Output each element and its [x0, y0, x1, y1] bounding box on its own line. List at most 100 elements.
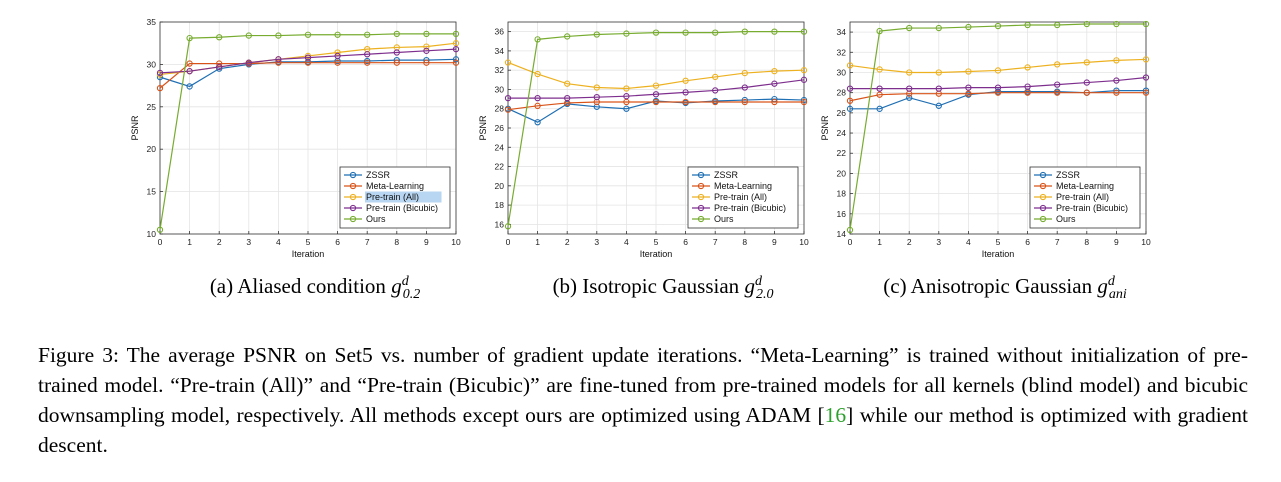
data-point: [245, 59, 252, 66]
data-point: [393, 30, 400, 38]
series-line-meta-learning: [507, 101, 804, 111]
series-pre-train-bicubic: [846, 74, 1150, 92]
legend-item-pre-train-all: Pre-train (All): [344, 191, 442, 203]
data-point: [186, 83, 193, 90]
chart-panel-a: 0 1 2 3 4 5 6 7 8 9 10 10 15 20 25 30 35 Iteration PSNR ZSS…: [120, 12, 510, 312]
data-point: [564, 80, 571, 87]
y-axis: 16 18 20 22 24 26 28 30 32 34 36: [495, 27, 511, 229]
data-point: [935, 102, 942, 109]
y-tick-label: 30: [495, 84, 505, 94]
legend-swatch-marker: [349, 193, 357, 201]
chart-a: 0 1 2 3 4 5 6 7 8 9 10 10 15 20 25 30 35 Iteration PSNR ZSS…: [130, 17, 461, 259]
legend-label: ZSSR: [1056, 170, 1081, 180]
x-tick-label: 9: [424, 237, 429, 247]
x-tick-label: 7: [713, 237, 718, 247]
data-point: [156, 84, 164, 92]
data-point: [186, 34, 193, 42]
data-point: [452, 59, 460, 66]
data-point: [741, 96, 748, 104]
data-point: [1142, 89, 1150, 96]
data-point: [741, 84, 748, 91]
data-point: [534, 94, 541, 102]
data-point: [623, 85, 630, 92]
data-point: [1024, 83, 1031, 90]
data-point: [994, 22, 1002, 30]
data-point: [1054, 89, 1061, 96]
data-point: [452, 40, 460, 47]
subcaption-b-sup: d: [754, 274, 762, 289]
x-tick-label: 10: [451, 237, 461, 247]
legend-item-ours: Ours: [344, 214, 386, 224]
data-point: [304, 31, 312, 38]
data-point: [216, 34, 223, 41]
legend-label: Meta-Learning: [714, 181, 772, 191]
x-tick-label: 6: [335, 237, 340, 247]
data-point: [1054, 61, 1061, 68]
legend-label: Meta-Learning: [366, 181, 424, 191]
x-axis: 0 1 2 3 4 5 6 7 8 9 10: [158, 231, 461, 247]
data-point: [623, 105, 630, 112]
data-point: [216, 63, 223, 71]
data-point: [965, 23, 972, 31]
legend-text-highlight: [365, 191, 442, 203]
y-axis-label: PSNR: [820, 115, 830, 141]
data-point: [1142, 74, 1150, 81]
legend-item-ours: Ours: [692, 214, 734, 224]
y-tick-label: 24: [837, 128, 847, 138]
legend-label: Pre-train (Bicubic): [366, 203, 438, 213]
legend-swatch-marker: [349, 171, 357, 179]
data-point: [1054, 21, 1061, 29]
x-tick-label: 1: [535, 237, 540, 247]
legend-label: Ours: [714, 214, 734, 224]
y-tick-label: 18: [837, 189, 847, 199]
subcaption-c: (c) Anisotropic Gaussian gdani: [810, 274, 1200, 303]
chart-c: 0 1 2 3 4 5 6 7 8 9 101416182022242628303234Iterat…: [820, 20, 1151, 259]
legend-label: Ours: [1056, 214, 1076, 224]
series-line-pre-train-bicubic: [159, 48, 457, 74]
data-point: [1083, 89, 1090, 96]
y-tick-label: 16: [495, 219, 505, 229]
legend-item-pre-train-all: Pre-train (All): [1034, 192, 1109, 202]
x-tick-label: 4: [276, 237, 281, 247]
subcaption-c-prefix: (c) Anisotropic Gaussian: [883, 274, 1098, 298]
series-line-meta-learning: [849, 92, 1146, 102]
data-point: [800, 67, 808, 74]
data-point: [876, 27, 883, 35]
x-tick-label: 10: [1141, 237, 1151, 247]
x-tick-label: 0: [158, 237, 163, 247]
data-point: [156, 226, 164, 233]
series-ours: [846, 20, 1150, 234]
x-axis: 0 1 2 3 4 5 6 7 8 9 10: [506, 231, 809, 247]
subcaption-b-symbol: g: [744, 274, 755, 298]
x-tick-label: 7: [1055, 237, 1060, 247]
data-point: [682, 29, 689, 36]
series-pre-train-bicubic: [156, 45, 460, 77]
data-point: [216, 60, 223, 67]
y-tick-label: 24: [495, 142, 505, 152]
data-point: [906, 24, 913, 32]
legend-swatch-marker: [697, 215, 705, 223]
legend-item-pre-train-bicubic: Pre-train (Bicubic): [344, 203, 438, 213]
legend-label: Pre-train (All): [714, 192, 767, 202]
legend-label: ZSSR: [714, 170, 739, 180]
data-point: [906, 94, 913, 101]
series-line-zssr: [850, 90, 1146, 110]
data-point: [800, 76, 808, 83]
data-point: [652, 98, 660, 106]
data-point: [712, 29, 719, 36]
subcaption-c-symbol: g: [1097, 274, 1108, 298]
y-tick-label: 30: [147, 59, 157, 69]
data-point: [304, 54, 312, 61]
y-tick-label: 30: [837, 67, 847, 77]
data-point: [534, 36, 541, 43]
data-point: [741, 98, 748, 106]
series-ours: [156, 30, 460, 233]
citation-link[interactable]: 16: [824, 403, 847, 427]
y-tick-label: 14: [837, 229, 847, 239]
x-tick-label: 0: [848, 237, 853, 247]
legend-swatch-marker: [1039, 193, 1047, 201]
data-point: [846, 62, 854, 69]
y-tick-label: 26: [837, 108, 847, 118]
